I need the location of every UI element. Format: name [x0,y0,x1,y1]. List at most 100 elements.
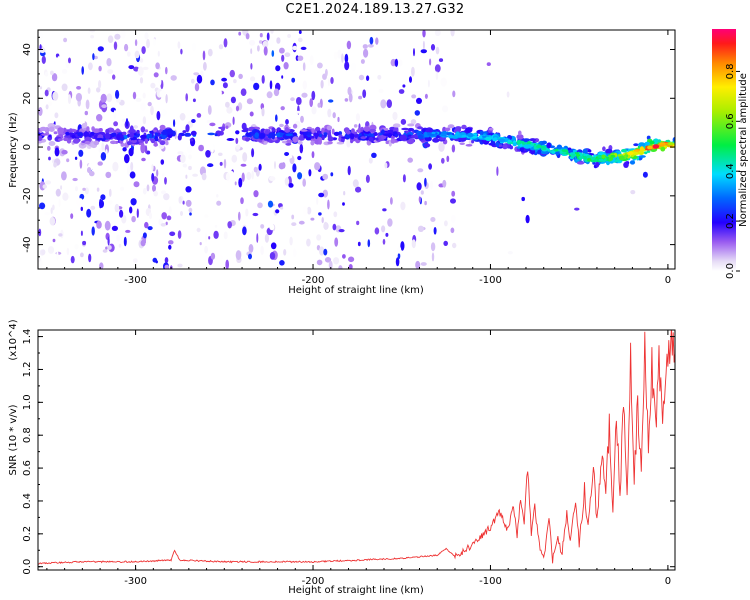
spectrogram-cell [328,260,333,269]
spectrogram-cell [428,163,432,170]
spectrogram-cell [292,136,299,143]
spectrogram-cell [336,141,345,145]
y-tick-label: 0.2 [22,526,33,542]
spectrogram-cell [66,247,70,256]
spectrogram-cell [649,140,655,145]
spectrogram-cell [151,172,155,182]
spectrogram-cell [434,30,441,36]
spectrogram-cell [220,126,225,132]
colorbar-gradient [712,29,736,271]
spectrogram-cell [422,40,425,50]
spectrogram-cell [420,262,427,266]
spectrogram-cell [346,40,352,50]
spectrogram-cell [96,137,104,141]
spectrogram-cell [253,82,260,91]
spectrogram-cell [307,131,312,136]
spectrogram-cell [233,79,237,84]
spectrogram-cell [512,142,517,147]
colorbar-tick-label: 0.0 [725,263,736,279]
spectrogram-cell [523,144,531,149]
spectrogram-cell [150,82,156,89]
spectrogram-cell [113,41,118,50]
x-tick-label: -300 [124,275,147,286]
spectrogram-cell [80,230,83,236]
spectrogram-cell [225,259,229,269]
spectrogram-cell [47,101,53,107]
spectrogram-cell [302,178,307,187]
spectrogram-cell [358,95,363,100]
spectrogram-cell [120,186,125,191]
snr-line [38,330,675,565]
spectrogram-cell [363,125,370,132]
spectrogram-cell [116,133,121,141]
spectrogram-cell [478,136,484,139]
spectrogram-cell [231,154,238,163]
spectrogram-cell [299,143,304,154]
spectrogram-cell [529,138,537,142]
spectrogram-cell [216,194,219,198]
spectrogram-cell [161,130,168,135]
spectrogram-cell [373,132,378,136]
spectrogram-cell [241,129,249,133]
spectrogram-cell [142,66,149,70]
spectrogram-cell [416,182,422,191]
spectrogram-cell [77,132,84,137]
spectrogram-cell [536,145,543,149]
spectrogram-cell [57,56,60,64]
spectrogram-cell [311,151,315,159]
spectrogram-cell [102,249,108,253]
colorbar-tick-label: 0.4 [725,163,736,179]
spectrogram-cell [204,245,209,254]
spectrogram-cell [133,181,140,188]
spectrogram-cell [245,137,250,142]
spectrogram-cell [627,151,634,156]
spectrogram-cell [363,48,369,58]
spectrogram-cell [309,55,314,66]
spectrogram-cell [130,198,137,206]
spectrogram-cell [45,180,51,185]
spectrogram-cell [424,200,427,206]
spectrogram-cell [343,191,346,196]
spectrogram-cell [368,132,372,137]
spectrogram-cell [302,80,307,90]
spectrogram-cell [177,41,181,49]
spectrogram-cell [76,197,81,207]
spectrogram-cell [392,123,401,128]
spectrogram-cell [70,213,74,219]
spectrogram-cell [83,200,89,207]
spectrogram-cell [300,46,307,51]
spectrogram-frame [37,29,676,270]
spectrogram-cell [146,236,148,246]
spectrogram-cell [308,169,312,177]
spectrogram-cell [253,190,259,198]
spectrogram-cell [450,214,456,223]
spectrogram-cell [166,137,171,141]
spectrogram-cell [132,258,138,264]
spectrogram-cell [435,71,439,81]
spectrogram-cell [203,61,207,71]
spectrogram-cell [394,58,399,67]
spectrogram-cell [69,128,73,132]
spectrogram-cell [153,141,158,147]
spectrogram-cell [145,134,150,140]
spectrogram-cell [632,151,639,155]
spectrogram-cell [238,73,243,79]
spectrogram-cell [149,133,153,139]
spectrogram-cell [479,130,484,136]
y-tick-label: 0.0 [22,559,33,575]
spectrogram-cell [105,149,108,156]
spectrogram-cell [170,75,177,81]
spectrogram-cell [428,133,435,136]
spectrogram-cell [142,92,146,99]
spectrogram-cell [48,141,56,146]
snr-y-multiplier: (x10^4) [8,319,19,360]
spectrogram-cell [74,156,78,160]
spectrogram-cell [576,161,585,165]
spectrogram-cell [207,163,214,168]
spectrogram-cell [321,135,325,141]
spectrogram-cell [374,227,380,235]
spectrogram-cell [443,240,449,246]
spectrogram-cell [268,176,276,182]
spectrogram-cell [213,230,219,239]
spectrogram-cell [110,140,117,145]
